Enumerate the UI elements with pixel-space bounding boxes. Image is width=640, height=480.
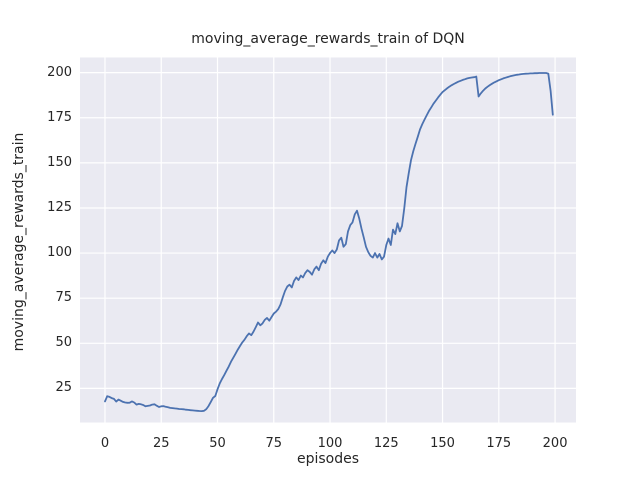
x-tick-label: 175 xyxy=(486,436,512,451)
y-tick-label: 150 xyxy=(47,154,72,170)
y-tick-label: 200 xyxy=(47,64,72,80)
x-tick-label: 50 xyxy=(209,436,226,451)
y-tick-label: 100 xyxy=(47,245,72,261)
x-tick-label: 200 xyxy=(542,436,568,451)
series-line xyxy=(104,72,554,413)
y-axis-label: moving_average_rewards_train xyxy=(11,132,27,352)
chart-title: moving_average_rewards_train of DQN xyxy=(191,31,465,47)
x-tick-label: 0 xyxy=(100,436,110,451)
y-tick-label: 125 xyxy=(47,199,72,215)
x-axis-label: episodes xyxy=(296,451,360,467)
x-tick-label: 100 xyxy=(317,436,343,451)
x-tick-label: 75 xyxy=(265,436,283,451)
x-tick-label: 125 xyxy=(373,436,399,451)
x-tick-label: 150 xyxy=(430,436,455,451)
y-tick-label: 25 xyxy=(55,380,72,396)
y-tick-label: 50 xyxy=(55,335,72,351)
y-tick-label: 75 xyxy=(55,290,72,306)
axes-background xyxy=(80,57,576,423)
y-tick-label: 175 xyxy=(47,109,72,125)
x-tick-label: 25 xyxy=(152,436,170,451)
